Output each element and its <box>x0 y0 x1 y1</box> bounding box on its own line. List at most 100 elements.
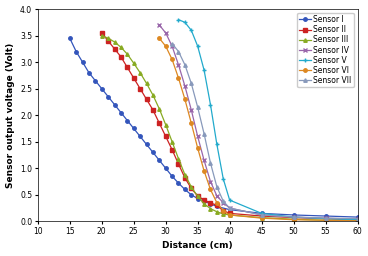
Sensor VII <box>176 50 181 53</box>
Sensor V <box>227 199 232 202</box>
Sensor VII <box>323 217 328 220</box>
Sensor II <box>291 216 296 219</box>
Sensor III <box>112 40 117 44</box>
Sensor II <box>125 66 130 69</box>
Sensor III <box>227 214 232 217</box>
Sensor VI <box>176 77 181 80</box>
Line: Sensor V: Sensor V <box>176 17 360 222</box>
Sensor I <box>99 87 104 90</box>
Sensor I <box>119 111 123 114</box>
Sensor II <box>215 204 219 207</box>
Sensor VI <box>208 188 213 191</box>
Sensor II <box>99 31 104 35</box>
Sensor VII <box>355 217 360 220</box>
Sensor V <box>208 103 213 106</box>
Sensor II <box>189 187 194 190</box>
Sensor IV <box>259 214 264 217</box>
Sensor II <box>170 148 174 151</box>
Sensor V <box>176 18 181 21</box>
Sensor I <box>157 159 162 162</box>
Sensor III <box>131 62 136 65</box>
Sensor IV <box>189 108 194 111</box>
Sensor V <box>215 143 219 146</box>
Sensor III <box>125 53 130 56</box>
Sensor I <box>189 193 194 196</box>
Sensor VII <box>227 207 232 210</box>
Sensor II <box>106 39 110 42</box>
Sensor II <box>176 163 181 166</box>
Sensor VII <box>183 63 187 66</box>
Line: Sensor VII: Sensor VII <box>170 42 359 220</box>
Sensor I <box>170 175 174 178</box>
Sensor I <box>151 151 155 154</box>
Line: Sensor III: Sensor III <box>100 34 359 222</box>
Sensor III <box>189 185 194 188</box>
Sensor I <box>355 216 360 219</box>
Sensor V <box>183 21 187 24</box>
X-axis label: Distance (cm): Distance (cm) <box>162 241 233 250</box>
Sensor III <box>355 219 360 222</box>
Sensor VI <box>189 122 194 125</box>
Sensor VII <box>259 214 264 217</box>
Sensor V <box>355 218 360 221</box>
Sensor VI <box>355 219 360 222</box>
Line: Sensor IV: Sensor IV <box>157 23 360 221</box>
Sensor III <box>99 34 104 37</box>
Sensor III <box>176 157 181 160</box>
Sensor VI <box>215 201 219 204</box>
Sensor III <box>215 210 219 213</box>
Sensor III <box>323 219 328 222</box>
Sensor III <box>195 195 200 198</box>
Sensor I <box>68 37 72 40</box>
Sensor II <box>221 209 226 212</box>
Sensor II <box>183 176 187 179</box>
Sensor IV <box>195 135 200 138</box>
Sensor II <box>259 215 264 218</box>
Sensor III <box>208 207 213 210</box>
Sensor III <box>157 107 162 110</box>
Sensor III <box>119 46 123 49</box>
Sensor I <box>87 71 91 74</box>
Sensor IV <box>183 84 187 88</box>
Sensor V <box>291 216 296 219</box>
Sensor II <box>131 77 136 80</box>
Sensor III <box>259 216 264 219</box>
Line: Sensor I: Sensor I <box>68 37 359 219</box>
Sensor IV <box>157 24 162 27</box>
Line: Sensor VI: Sensor VI <box>158 37 359 222</box>
Sensor VII <box>202 132 206 135</box>
Sensor I <box>227 208 232 211</box>
Sensor VI <box>291 218 296 221</box>
Sensor V <box>189 29 194 32</box>
Sensor II <box>144 98 149 101</box>
Sensor VII <box>291 216 296 219</box>
Sensor III <box>138 71 142 74</box>
Sensor III <box>163 123 168 126</box>
Sensor II <box>208 201 213 204</box>
Sensor VI <box>170 58 174 61</box>
Sensor I <box>323 215 328 218</box>
Sensor VI <box>221 209 226 212</box>
Sensor VI <box>183 98 187 101</box>
Sensor II <box>227 212 232 215</box>
Sensor I <box>259 212 264 215</box>
Sensor I <box>291 214 296 217</box>
Sensor IV <box>202 159 206 162</box>
Sensor VII <box>215 185 219 188</box>
Sensor I <box>106 95 110 98</box>
Sensor I <box>144 143 149 146</box>
Sensor I <box>80 61 85 64</box>
Sensor VI <box>157 37 162 40</box>
Sensor VII <box>195 106 200 109</box>
Sensor I <box>131 127 136 130</box>
Sensor II <box>163 135 168 138</box>
Sensor VII <box>170 42 174 45</box>
Sensor V <box>323 217 328 220</box>
Sensor V <box>259 212 264 215</box>
Sensor III <box>291 218 296 221</box>
Sensor IV <box>291 216 296 219</box>
Sensor I <box>138 135 142 138</box>
Sensor IV <box>208 180 213 183</box>
Sensor VI <box>202 169 206 173</box>
Sensor I <box>202 200 206 203</box>
